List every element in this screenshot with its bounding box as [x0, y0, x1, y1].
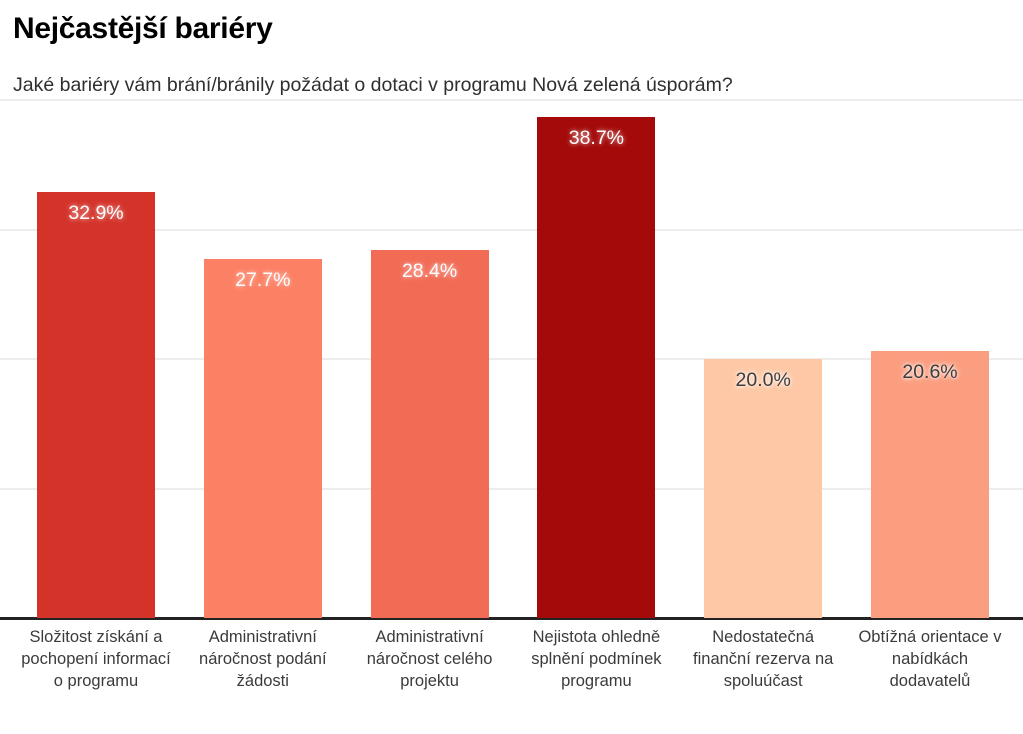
- category-label-4: Nejistota ohledně splnění podmínek progr…: [531, 628, 662, 690]
- bar-3[interactable]: 28.4%: [370, 250, 489, 618]
- x-axis-category-labels: Složitost získání a pochopení informací …: [0, 626, 1023, 726]
- category-label-2: Administrativní náročnost podání žádosti: [199, 628, 327, 690]
- plot-area: 32.9% 27.7% 28.4% 38.7% 20.0% 20.6%: [0, 99, 1023, 620]
- gridline-20-percent: [0, 358, 1023, 360]
- category-label-6: Obtížná orientace v nabídkách dodavatelů: [858, 628, 1002, 690]
- gridline-10-percent: [0, 487, 1023, 490]
- bar-1[interactable]: 32.9%: [37, 191, 155, 618]
- chart-title: Nejčastější bariéry: [13, 12, 273, 45]
- category-label-3: Administrativní náročnost celého projekt…: [366, 628, 493, 690]
- x-axis-line: [0, 617, 1023, 620]
- bar-value-label-4: 38.7%: [568, 126, 625, 149]
- gridline-30-percent: [0, 228, 1023, 231]
- bar-5[interactable]: 20.0%: [704, 359, 823, 618]
- bar-value-label-3: 28.4%: [401, 260, 458, 283]
- bar-value-label-6: 20.6%: [902, 361, 958, 384]
- bar-value-label-5: 20.0%: [735, 369, 791, 391]
- bar-value-label-2: 27.7%: [235, 269, 291, 292]
- bar-6[interactable]: 20.6%: [871, 351, 989, 618]
- bar-value-label-1: 32.9%: [68, 201, 124, 224]
- bar-4[interactable]: 38.7%: [537, 116, 656, 618]
- gridline-40-percent: [0, 99, 1023, 101]
- category-label-1: Složitost získání a pochopení informací …: [21, 628, 171, 690]
- chart-subtitle: Jaké bariéry vám brání/bránily požádat o…: [13, 74, 733, 96]
- bar-2[interactable]: 27.7%: [203, 259, 322, 618]
- category-label-5: Nedostatečná finanční rezerva na spoluúč…: [693, 628, 834, 690]
